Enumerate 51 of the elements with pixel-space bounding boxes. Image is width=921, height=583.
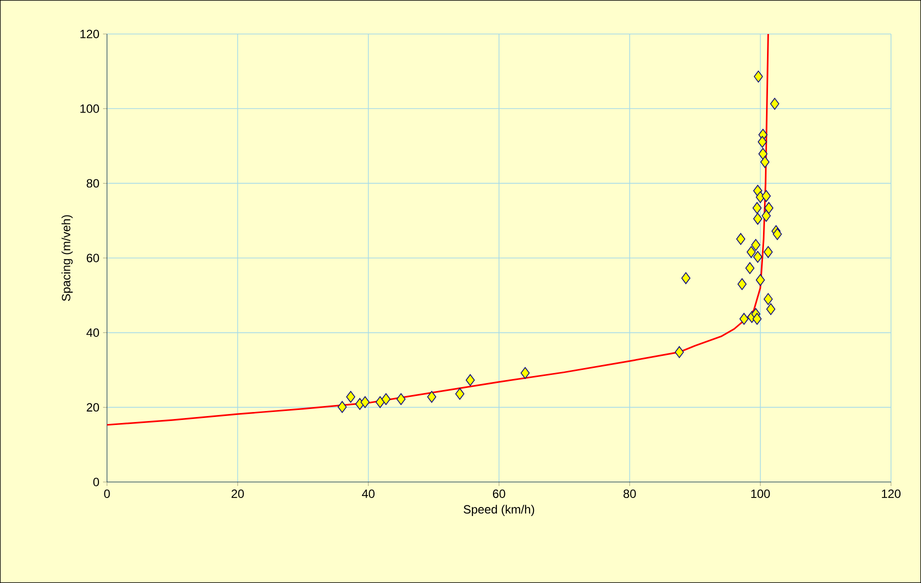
point — [738, 278, 747, 290]
point — [754, 70, 763, 82]
point — [760, 156, 770, 168]
y-tick-label: 80 — [86, 179, 100, 188]
point — [466, 374, 475, 386]
point — [746, 246, 756, 258]
x-tick-label: 60 — [492, 490, 506, 498]
y-tick-label: 60 — [86, 254, 100, 262]
point — [455, 388, 464, 400]
point — [376, 396, 385, 408]
point — [753, 212, 762, 225]
point — [756, 274, 765, 286]
y-tick-label: 20 — [86, 403, 100, 412]
point — [770, 98, 780, 110]
point — [758, 148, 768, 160]
point — [758, 136, 767, 148]
point — [396, 393, 406, 406]
y-axis-title: Spacing (m/veh) — [62, 215, 73, 301]
y-tick-label: 120 — [80, 30, 100, 38]
point — [762, 210, 771, 222]
y-tick-label: 40 — [86, 328, 100, 337]
point — [381, 393, 390, 406]
x-tick-label: 120 — [882, 490, 901, 498]
x-tick-label: 100 — [751, 490, 770, 498]
x-tick-label: 20 — [232, 490, 244, 498]
y-tick-label: 0 — [93, 478, 100, 486]
point — [736, 233, 746, 245]
point — [772, 228, 782, 240]
point — [762, 190, 771, 202]
y-tick-label: 100 — [80, 104, 100, 113]
point — [751, 239, 760, 251]
x-tick-label: 80 — [624, 490, 636, 498]
point — [346, 390, 356, 403]
point — [674, 346, 684, 358]
point — [752, 312, 762, 325]
point — [427, 390, 436, 403]
point — [764, 293, 773, 305]
point — [739, 312, 749, 325]
point — [338, 401, 347, 413]
x-tick-label: 40 — [362, 490, 375, 498]
point — [681, 272, 690, 284]
point — [764, 246, 773, 258]
x-axis-title: Speed (km/h) — [464, 504, 534, 516]
point — [752, 202, 762, 214]
point — [766, 303, 776, 316]
x-tick-label: 0 — [104, 490, 110, 498]
point — [520, 367, 530, 379]
point — [753, 250, 762, 263]
point — [745, 262, 754, 274]
point — [360, 396, 370, 408]
point — [764, 202, 774, 214]
